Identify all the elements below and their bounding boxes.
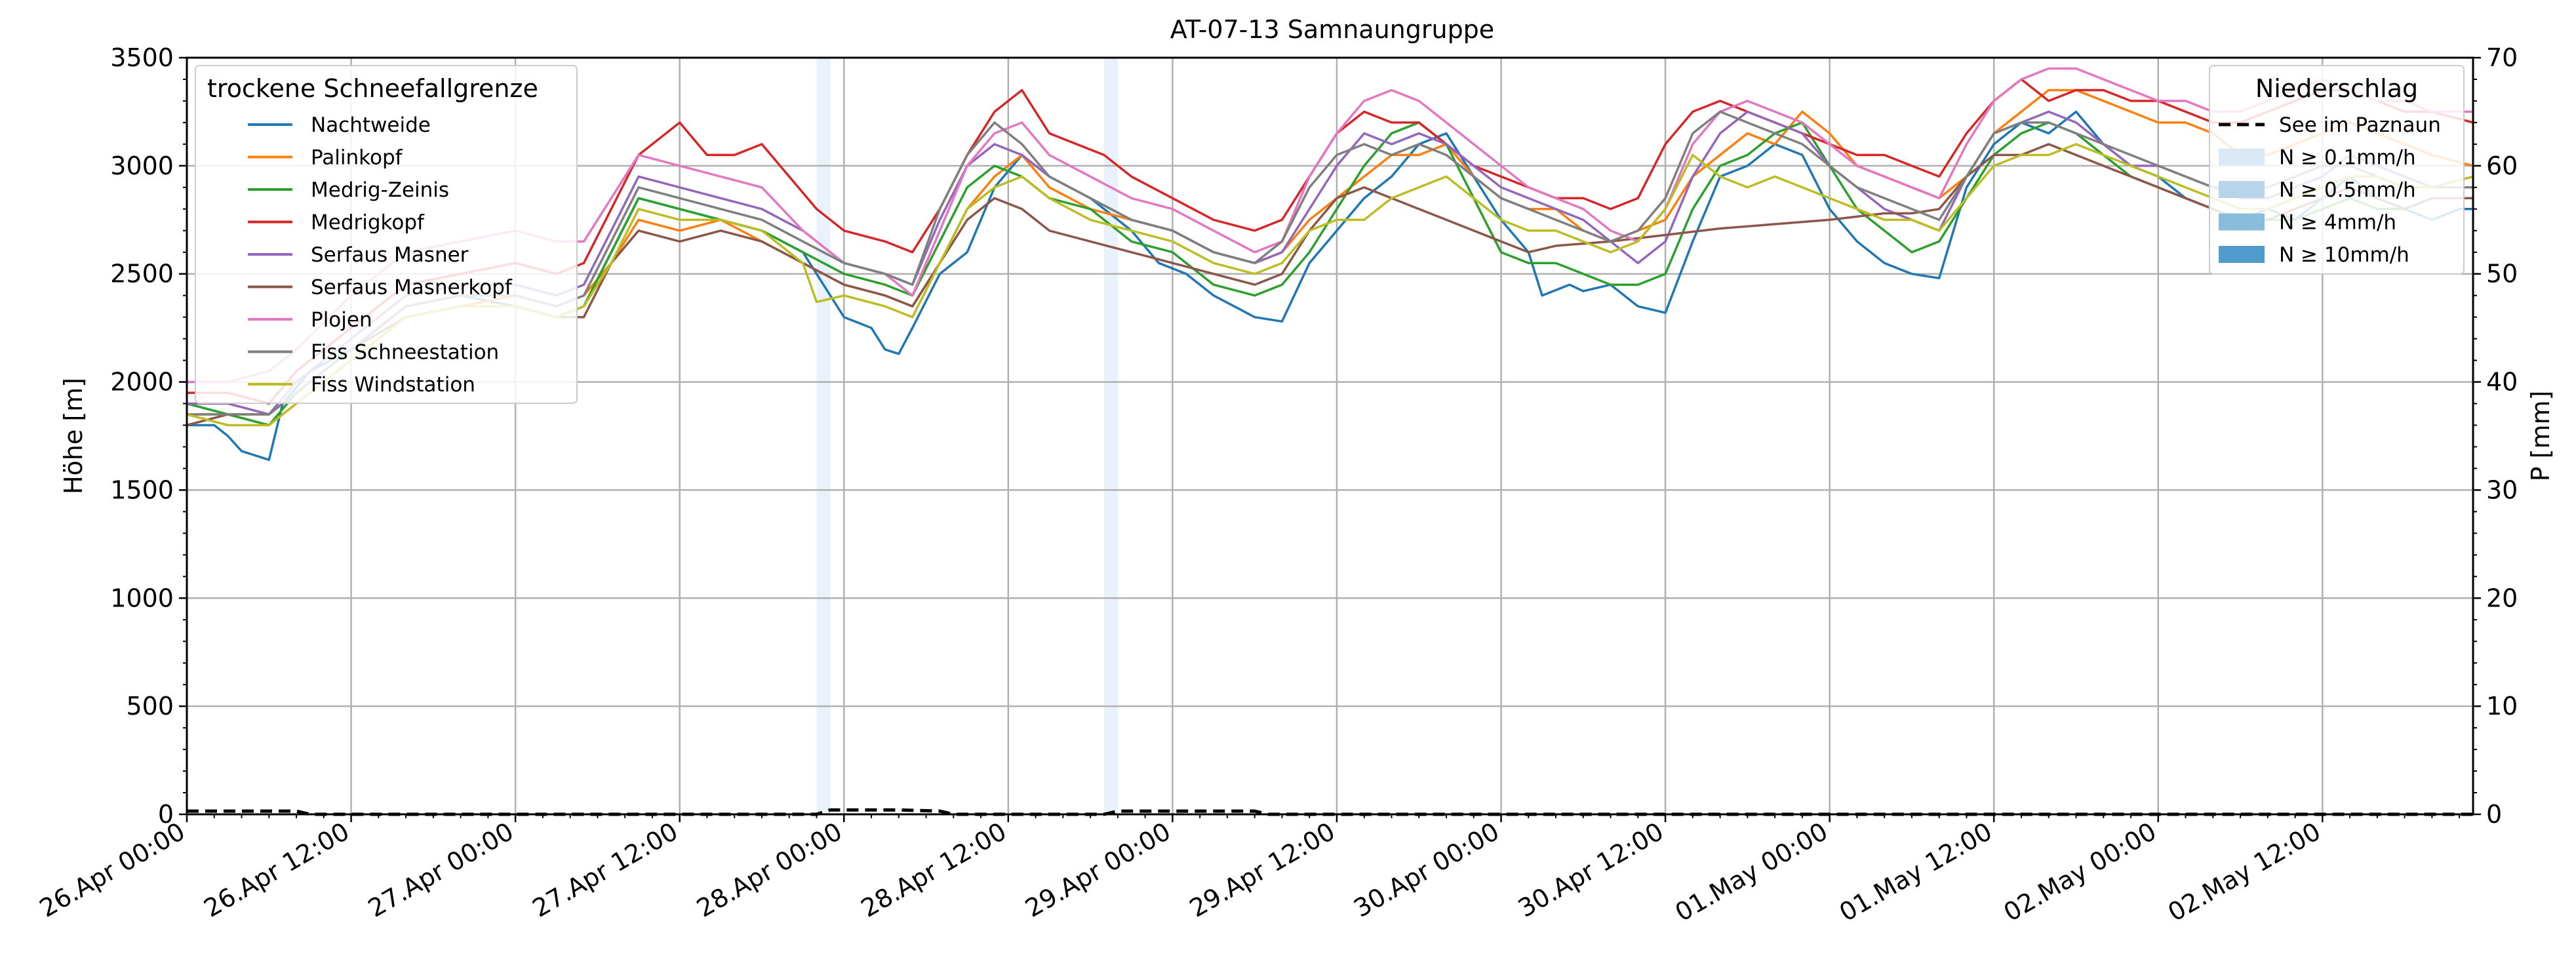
series-line-fiss-windstation — [186, 143, 2474, 427]
legend-entry: Serfaus Masner — [311, 243, 469, 267]
y-tick-label-left: 2000 — [110, 368, 174, 397]
precip-band — [816, 58, 831, 814]
legend-swatch — [2219, 213, 2265, 231]
legend-left-title: trockene Schneefallgrenze — [207, 74, 538, 103]
legend-left: trockene Schneefallgrenze Nachtweide Palin… — [195, 65, 578, 404]
y-tick-label-left: 2500 — [110, 260, 174, 288]
y-tick-label-left: 500 — [126, 692, 174, 721]
y-tick-label-right: 10 — [2486, 692, 2518, 721]
legend-entry: N ≥ 10mm/h — [2279, 243, 2409, 267]
chart-title: AT-07-13 Samnaungruppe — [1170, 15, 1494, 44]
legend-entry: Fiss Schneestation — [311, 341, 499, 365]
y-tick-label-right: 0 — [2486, 800, 2502, 829]
precip-series-line — [187, 808, 2473, 816]
legend-entry: Medrig-Zeinis — [311, 178, 449, 202]
y-tick-label-right: 50 — [2486, 260, 2518, 288]
legend-entry: See im Paznaun — [2279, 113, 2441, 137]
y-tick-label-right: 40 — [2486, 368, 2518, 397]
series-line-plojen — [187, 67, 2473, 384]
y-axis-label-left: Höhe [m] — [59, 378, 88, 494]
y-tick-label-right: 70 — [2486, 43, 2518, 72]
legend-entry: N ≥ 0.1mm/h — [2279, 146, 2416, 170]
legend-entry: N ≥ 0.5mm/h — [2279, 178, 2416, 202]
y-tick-label-left: 0 — [158, 800, 174, 829]
y-tick-label-left: 1000 — [110, 584, 174, 612]
legend-swatch — [2219, 148, 2265, 166]
y-tick-label-left: 3000 — [110, 151, 174, 180]
series-line-medrigkopf — [187, 78, 2474, 405]
y-tick-label-right: 60 — [2486, 151, 2518, 180]
legend-right-box — [2209, 65, 2465, 275]
precip-band — [1103, 58, 1118, 814]
y-tick-label-left: 3500 — [110, 43, 174, 72]
legend-entry: Serfaus Masnerkopf — [311, 276, 513, 300]
legend-right: Niederschlag See im Paznaun N ≥ 0.1mm/h N ≥… — [2209, 65, 2465, 275]
y-tick-label-left: 1500 — [110, 475, 174, 504]
series-lines — [186, 67, 2474, 462]
legend-entry: Palinkopf — [311, 146, 403, 170]
legend-entry: Nachtweide — [311, 113, 431, 137]
precip-line — [187, 808, 2473, 816]
legend-right-title: Niederschlag — [2255, 74, 2418, 103]
legend-swatch — [2219, 246, 2265, 263]
legend-swatch — [2219, 181, 2265, 198]
y-tick-label-right: 20 — [2486, 584, 2518, 612]
legend-entry: Plojen — [311, 308, 372, 332]
series-line-fiss-schneestation — [187, 110, 2473, 416]
plot-frame — [186, 56, 2474, 816]
legend-entry: Medrigkopf — [311, 211, 425, 235]
y-axis-label-right: P [mm] — [2526, 391, 2555, 482]
y-tick-label-right: 30 — [2486, 475, 2518, 504]
legend-entry: Fiss Windstation — [311, 373, 475, 397]
legend-entry: N ≥ 4mm/h — [2279, 211, 2396, 235]
